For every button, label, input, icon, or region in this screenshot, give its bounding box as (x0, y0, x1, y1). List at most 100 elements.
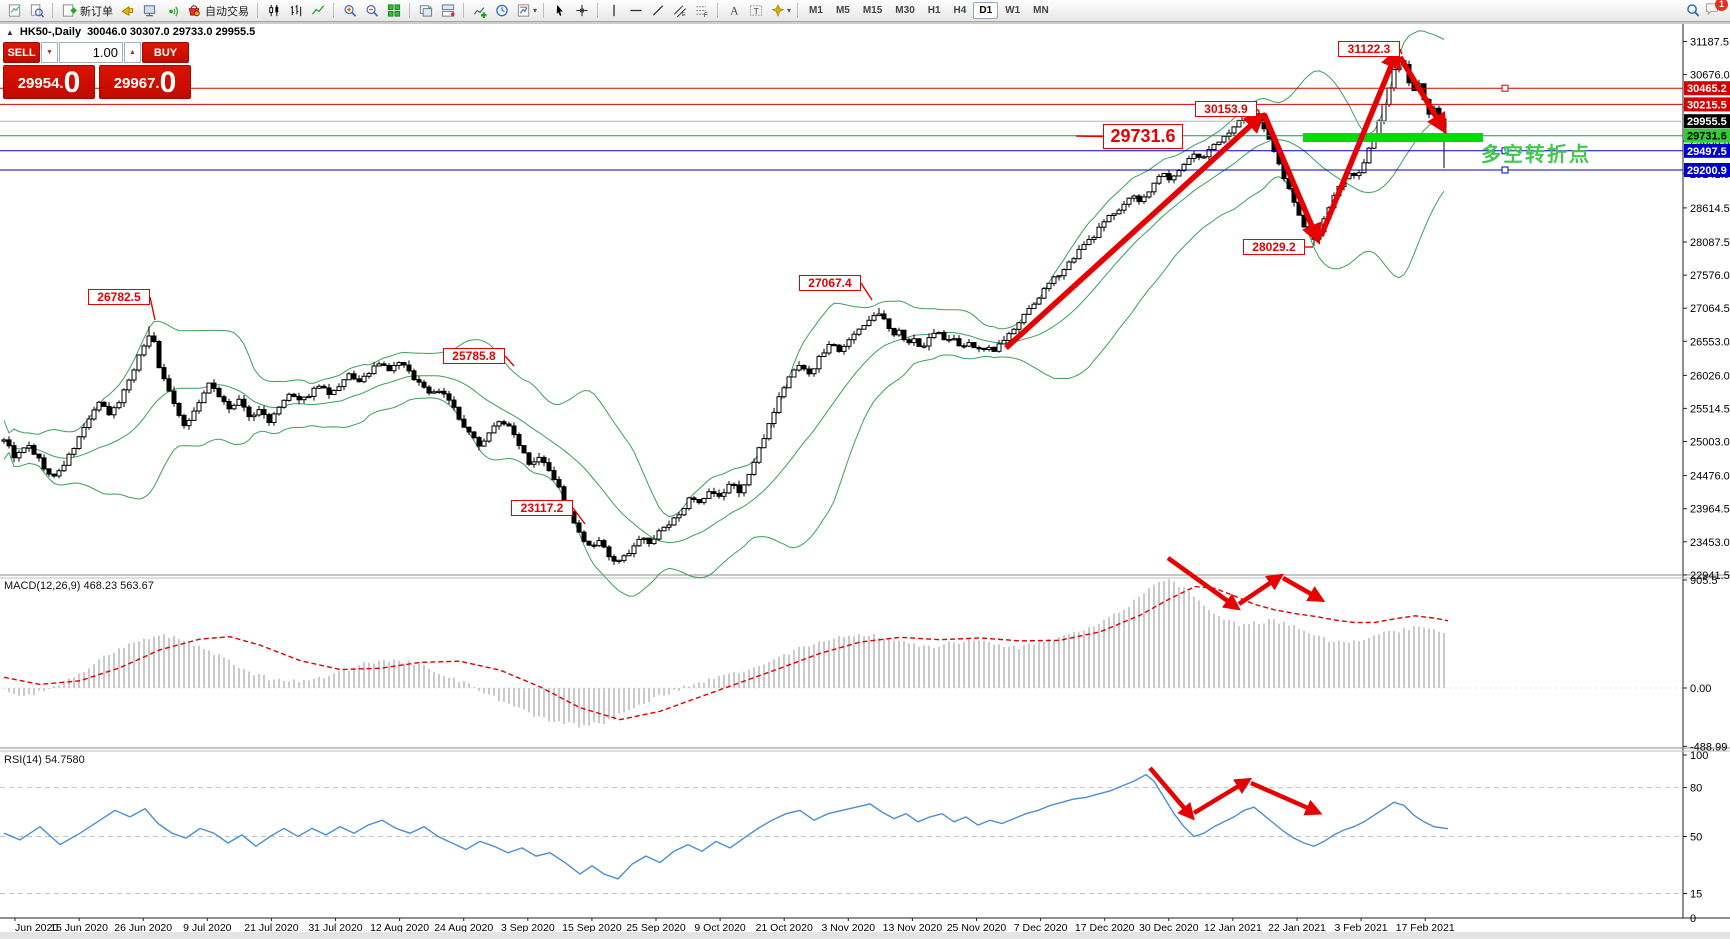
zoom-in-icon[interactable] (339, 2, 360, 20)
rsi-arrow (1192, 777, 1253, 815)
line-chart-icon[interactable] (307, 2, 328, 20)
timeframe-m1[interactable]: M1 (809, 5, 823, 16)
tline-icon[interactable] (647, 2, 668, 20)
svg-text:0.00: 0.00 (1690, 683, 1711, 695)
svg-text:F: F (703, 12, 707, 18)
dropdown-arrow-icon[interactable]: ▾ (533, 6, 538, 15)
one-click-collapse-icon[interactable]: ▲ (6, 27, 14, 37)
crosshair-icon[interactable] (571, 2, 592, 20)
toolbar-separator (797, 3, 799, 18)
timeframe-m30[interactable]: M30 (895, 5, 915, 16)
chart-ohlc-values: 30046.0 30307.0 29733.0 29955.5 (87, 26, 256, 38)
hline-icon[interactable] (625, 2, 646, 20)
chart-file-icon[interactable] (4, 2, 25, 20)
svg-text:26553.0: 26553.0 (1690, 336, 1730, 348)
date-label: 22 Jan 2021 (1268, 922, 1326, 934)
toolbar-separator (52, 3, 53, 18)
add-indicator-icon[interactable] (469, 2, 490, 20)
svg-text:A: A (730, 6, 739, 18)
svg-text:27064.5: 27064.5 (1690, 303, 1730, 315)
toolbar-separator (409, 3, 410, 18)
date-label: 26 Jun 2020 (114, 922, 172, 934)
trend-arrow (1397, 55, 1447, 135)
macd-arrow (1237, 573, 1284, 606)
trend-arrow (1261, 112, 1322, 245)
date-label: 3 Feb 2021 (1335, 922, 1388, 934)
zoom-out-icon[interactable] (361, 2, 382, 20)
toolbar-separator (543, 3, 545, 18)
timeframe-m5[interactable]: M5 (835, 5, 850, 16)
bollinger-band (3, 30, 1445, 518)
date-label: 13 Nov 2020 (883, 922, 943, 934)
channel-icon[interactable]: E (669, 2, 690, 20)
print-preview-icon[interactable] (26, 2, 47, 20)
tile-windows-icon[interactable] (383, 2, 404, 20)
date-label: 30 Dec 2020 (1139, 922, 1199, 934)
date-label: 9 Jul 2020 (183, 922, 232, 934)
volume-input[interactable]: 1.00 (59, 42, 123, 63)
timeframe-m15[interactable]: M15 (862, 5, 883, 16)
toolbar-separator (257, 3, 258, 18)
svg-text:0: 0 (1690, 913, 1696, 925)
new-order-label[interactable]: 新订单 (80, 4, 113, 18)
svg-text:905.5: 905.5 (1690, 575, 1718, 587)
trend-arrow (1004, 112, 1266, 351)
timeframe-d1[interactable]: D1 (973, 2, 999, 19)
auto-trading-label[interactable]: 自动交易 (205, 4, 249, 18)
timeframe-h4[interactable]: H4 (953, 5, 967, 16)
svg-text:80: 80 (1690, 783, 1702, 795)
arrange-2-icon[interactable] (437, 2, 458, 20)
date-label: Jun 2020 (15, 922, 58, 934)
fibo-icon[interactable]: F (691, 2, 712, 20)
svg-text:31187.5: 31187.5 (1690, 37, 1729, 49)
timeframe-h1[interactable]: H1 (927, 5, 941, 16)
arrange-1-icon[interactable] (415, 2, 436, 20)
shapes-icon[interactable] (767, 2, 788, 20)
timeframe-mn[interactable]: MN (1033, 5, 1049, 16)
period-clock-icon[interactable] (491, 2, 512, 20)
search-icon[interactable] (1682, 2, 1703, 20)
vline-icon[interactable] (603, 2, 624, 20)
buy-price-dot: . (155, 75, 160, 92)
svg-text:29955.5: 29955.5 (1687, 116, 1727, 128)
date-label: 7 Dec 2020 (1014, 922, 1068, 934)
news-icon[interactable] (117, 2, 138, 20)
timeframe-w1[interactable]: W1 (1005, 5, 1021, 16)
sell-price-tile[interactable]: 29954. 0 (3, 65, 95, 99)
bollinger-band (3, 176, 1445, 597)
svg-text:25003.0: 25003.0 (1690, 437, 1730, 449)
volume-increase-button[interactable]: ▲ (124, 42, 141, 63)
svg-text:E: E (681, 12, 685, 18)
svg-text:30676.0: 30676.0 (1690, 70, 1730, 82)
bar-chart-icon[interactable] (285, 2, 306, 20)
signals-icon[interactable] (161, 2, 182, 20)
new-order-icon[interactable] (58, 2, 79, 20)
macd-label: MACD(12,26,9) 468.23 563.67 (4, 580, 154, 592)
macd-signal-line (3, 585, 1449, 721)
cursor-icon[interactable] (549, 2, 570, 20)
text-label-icon[interactable]: T (745, 2, 766, 20)
text-a-icon[interactable]: A (723, 2, 744, 20)
sell-button[interactable]: SELL (3, 42, 40, 63)
buy-price-tile[interactable]: 29967. 0 (99, 65, 191, 99)
autotrade-icon[interactable] (183, 2, 204, 20)
candle-chart-icon[interactable] (263, 2, 284, 20)
svg-text:29731.6: 29731.6 (1687, 131, 1727, 143)
svg-text:-488.99: -488.99 (1690, 741, 1727, 753)
svg-text:29200.9: 29200.9 (1687, 165, 1727, 177)
date-label: 3 Sep 2020 (501, 922, 555, 934)
template-icon[interactable] (513, 2, 534, 20)
macd-arrow (1166, 556, 1241, 611)
notifications-button[interactable]: 1 (1704, 0, 1728, 21)
buy-price-main: 29967 (113, 75, 156, 92)
rsi-arrow (1250, 780, 1323, 816)
terminal-icon[interactable] (139, 2, 160, 20)
svg-text:100: 100 (1690, 750, 1708, 762)
volume-decrease-button[interactable]: ▼ (41, 42, 58, 63)
candlesticks (1, 45, 1447, 565)
dropdown-arrow-icon[interactable]: ▾ (787, 6, 792, 15)
buy-button[interactable]: BUY (142, 42, 189, 63)
chart-title: ▲ HK50-,Daily 30046.0 30307.0 29733.0 29… (6, 26, 255, 38)
